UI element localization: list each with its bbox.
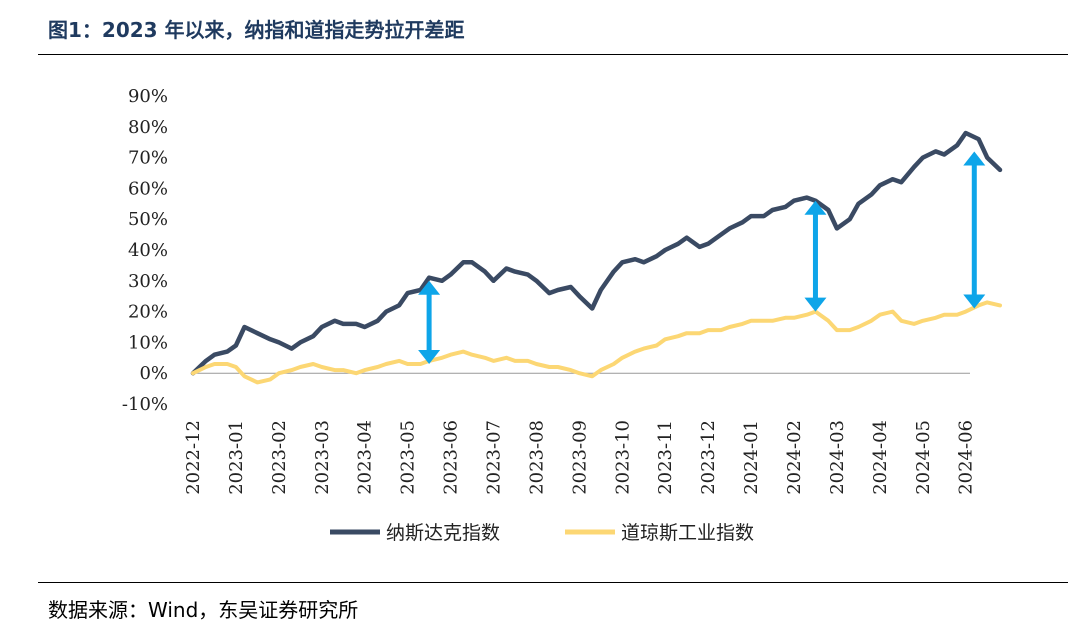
x-tick-label: 2023-12 [698, 420, 719, 495]
x-tick-label: 2024-04 [870, 420, 891, 495]
y-axis: 90% 80% 70% 60% 50% 40% 30% 20% 10% 0% -10% [122, 86, 168, 415]
gap-arrow-1 [418, 280, 441, 364]
source-note: 数据来源：Wind，东吴证券研究所 [48, 598, 359, 622]
legend: 纳斯达克指数 道琼斯工业指数 [330, 522, 754, 544]
gap-arrow-2 [804, 200, 827, 312]
y-tick-label: 10% [128, 332, 168, 353]
legend-label: 道琼斯工业指数 [621, 522, 754, 544]
x-tick-label: 2023-01 [226, 420, 247, 495]
y-tick-label: 50% [128, 209, 168, 230]
gap-arrow-3 [963, 151, 986, 309]
arrow-head-up [418, 280, 441, 295]
x-tick-label: 2023-02 [269, 420, 290, 495]
x-tick-label: 2023-07 [483, 420, 504, 495]
arrow-head-down [804, 297, 827, 312]
x-tick-label: 2023-09 [569, 420, 590, 495]
x-tick-label: 2024-03 [827, 420, 848, 495]
figure-title: 图1：2023 年以来，纳指和道指走势拉开差距 [48, 18, 465, 42]
x-tick-label: 2023-03 [312, 420, 333, 495]
y-tick-label: 40% [128, 240, 168, 261]
x-tick-label: 2023-08 [526, 420, 547, 495]
x-tick-label: 2023-04 [355, 420, 376, 495]
arrow-head-down [963, 294, 986, 309]
top-rule [38, 54, 1068, 55]
y-tick-label: 80% [128, 117, 168, 138]
x-tick-label: 2024-01 [741, 420, 762, 495]
x-tick-label: 2022-12 [183, 420, 204, 495]
nasdaq-line [190, 130, 1003, 376]
x-tick-label: 2024-05 [913, 420, 934, 495]
x-tick-label: 2023-06 [441, 420, 462, 495]
arrow-head-down [418, 349, 441, 364]
x-tick-label: 2023-11 [655, 420, 676, 495]
series-lines [190, 130, 1003, 385]
y-tick-label: 20% [128, 302, 168, 323]
legend-label: 纳斯达克指数 [386, 522, 500, 544]
arrow-head-up [963, 151, 986, 166]
y-tick-label: 0% [139, 363, 168, 384]
x-tick-label: 2024-02 [784, 420, 805, 495]
y-tick-label: 90% [128, 86, 168, 107]
y-tick-label: 30% [128, 271, 168, 292]
y-tick-label: 60% [128, 178, 168, 199]
y-tick-label: 70% [128, 148, 168, 169]
x-tick-label: 2023-10 [612, 420, 633, 495]
x-tick-label: 2023-05 [398, 420, 419, 495]
y-tick-label: -10% [122, 394, 168, 415]
x-tick-label: 2024-06 [956, 420, 977, 495]
x-axis: 2022-12 2023-01 2023-02 2023-03 2023-04 2023-… [183, 372, 977, 495]
annotations [418, 151, 986, 364]
chart: 90% 80% 70% 60% 50% 40% 30% 20% 10% 0% -10% 2022-1… [122, 86, 1003, 544]
arrow-head-up [804, 200, 827, 215]
bottom-rule [38, 582, 1068, 583]
dow-jones-line [191, 300, 1002, 385]
